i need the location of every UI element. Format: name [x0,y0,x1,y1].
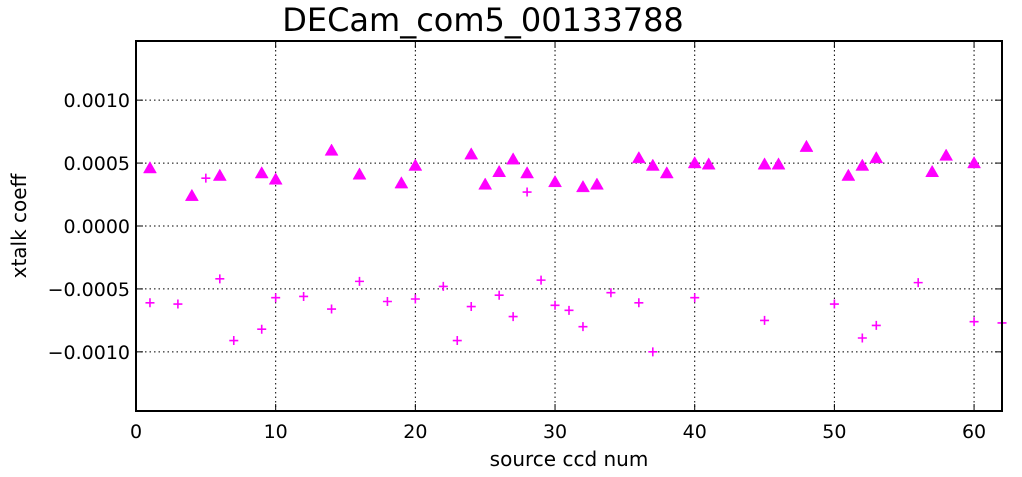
triangle-point [324,143,339,156]
plus-point [173,299,183,309]
plus-point [634,298,644,308]
y-tick-label: 0.0010 [64,90,130,112]
triangle-point [855,158,870,171]
x-tick-label: 10 [264,421,288,443]
triangle-point [212,168,227,181]
plus-point [229,336,239,346]
plus-point [410,294,420,304]
plus-point [913,278,923,288]
x-axis-label: source ccd num [490,447,649,471]
triangle-point [799,139,814,152]
axis-ticks: 0 10 20 30 40 50 60 0.0010 0.0005 0.0000 −0.0005 −0… [48,41,1002,443]
x-tick-label: 20 [403,421,427,443]
triangle-point [464,147,479,160]
plus-point [760,315,770,325]
x-tick-label: 30 [543,421,567,443]
y-axis-label: xtalk coeff [7,172,31,278]
triangle-point [352,167,367,180]
x-tick-label: 40 [683,421,707,443]
triangle-point [576,179,590,193]
triangle-point [143,161,157,174]
y-tick-label: −0.0005 [48,279,130,301]
plus-point [536,275,546,285]
chart-title: DECam_com5_00133788 [282,1,684,39]
triangle-point [925,164,940,178]
triangle-point [687,156,702,169]
x-tick-label: 0 [130,421,142,443]
triangle-point [184,188,199,201]
plus-point [494,290,504,300]
plus-point [215,274,225,284]
plus-point [438,281,448,291]
triangle-point [771,157,786,170]
plus-point [648,347,658,357]
plus-point [354,276,364,286]
plus-point [857,333,867,343]
plus-point [145,298,155,308]
triangle-point [548,174,562,188]
plus-point [382,297,392,307]
plus-point [969,317,979,327]
plus-point [564,305,574,315]
plus-point [466,302,476,312]
plus-point [550,300,560,310]
plus-point [327,304,337,314]
data-points [143,139,1007,357]
triangle-point [841,168,856,181]
triangle-point [757,157,772,170]
triangle-point [659,166,674,179]
y-tick-label: 0.0000 [64,216,130,238]
triangle-point [492,164,507,178]
plus-point [522,187,532,197]
x-tick-label: 50 [822,421,846,443]
plus-point [871,320,881,330]
plus-point [452,336,462,346]
plus-point [690,293,700,303]
triangle-point [478,177,493,190]
triangle-point [408,158,423,171]
triangle-point [701,157,716,170]
triangle-point [520,166,535,179]
y-tick-label: 0.0005 [64,153,130,175]
plus-point [201,173,211,183]
triangle-point [645,158,660,171]
plus-point [606,288,616,298]
plus-point [257,324,267,334]
plus-point [299,291,309,301]
triangle-point [268,172,283,185]
triangle-point [939,148,954,161]
grid-lines [136,41,1002,411]
x-tick-label: 60 [962,421,986,443]
plus-point [271,293,281,303]
triangle-point [590,177,604,190]
triangle-point [631,151,646,164]
triangle-point [394,176,409,189]
triangle-point [869,151,884,164]
y-tick-label: −0.0010 [48,342,130,364]
plus-point [578,322,588,332]
plus-point [829,299,839,309]
plus-point [508,312,518,322]
triangle-point [254,166,269,179]
triangle-point [506,152,521,165]
triangle-point [967,156,981,169]
